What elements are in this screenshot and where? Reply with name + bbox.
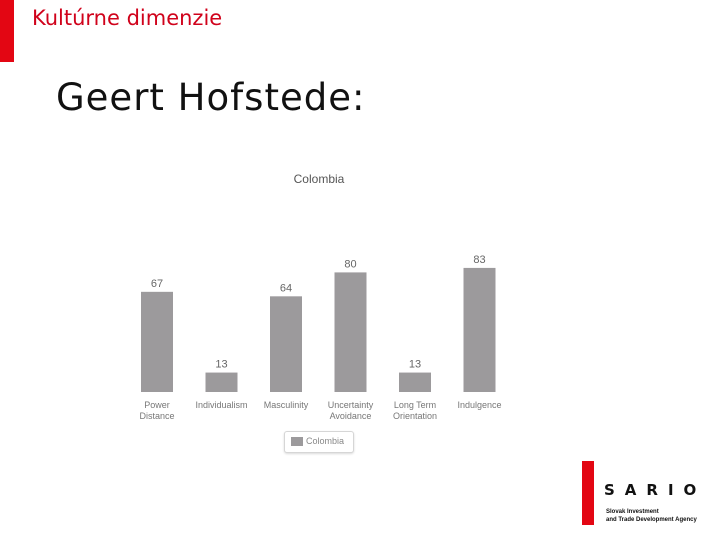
category-label: Orientation	[393, 411, 437, 421]
legend-label: Colombia	[306, 436, 345, 446]
bar	[141, 291, 173, 392]
bar	[270, 296, 302, 392]
category-label: Avoidance	[330, 411, 372, 421]
chart-title: Colombia	[294, 172, 345, 186]
category-label: Individualism	[195, 400, 247, 410]
logo-wordmark: SARIO	[604, 481, 707, 499]
category-label: Indulgence	[457, 400, 501, 410]
data-label: 64	[280, 282, 292, 294]
category-label: Long Term	[394, 400, 436, 410]
accent-bar	[0, 0, 14, 62]
data-label: 13	[409, 359, 421, 371]
bar	[334, 272, 367, 392]
section-title: Kultúrne dimenzie	[32, 6, 223, 30]
category-label: Masculinity	[264, 400, 309, 410]
data-label: 83	[473, 254, 485, 266]
data-label: 80	[344, 258, 356, 270]
category-label: Distance	[139, 411, 174, 421]
legend-swatch	[291, 437, 303, 446]
data-label: 13	[215, 359, 227, 371]
category-label: Uncertainty	[328, 400, 374, 410]
sario-logo: SARIO Slovak Investment and Trade Develo…	[582, 461, 712, 527]
logo-bar	[582, 461, 594, 525]
bar	[205, 372, 238, 392]
bar	[463, 267, 496, 392]
logo-subtitle-line2: and Trade Development Agency	[606, 517, 697, 523]
data-label: 67	[151, 278, 163, 290]
page-title: Geert Hofstede:	[56, 76, 366, 119]
category-label: Power	[144, 400, 170, 410]
chart-legend[interactable]: Colombia	[284, 431, 354, 453]
logo-subtitle-line1: Slovak Investment	[606, 509, 659, 515]
bar	[399, 372, 431, 392]
